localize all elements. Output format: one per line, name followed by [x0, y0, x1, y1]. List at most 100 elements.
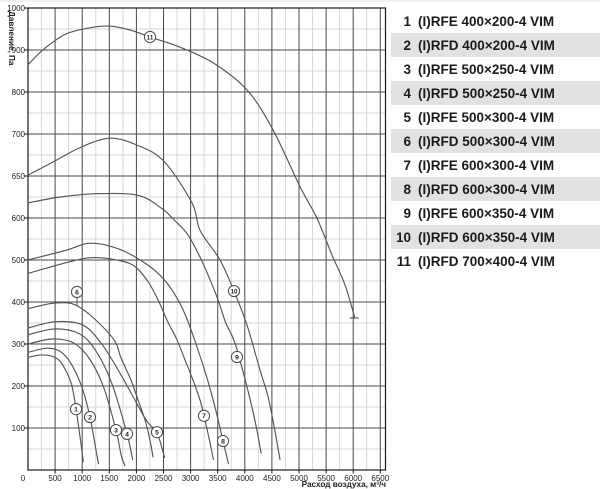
fan-curve-9	[27, 192, 262, 454]
y-tick-label: 100	[12, 424, 26, 433]
x-axis-tick-labels: 0 500 1000 1500 2000 2500 3000 3500 4000 4500 5000…	[21, 474, 390, 483]
curve-marker-number: 11	[147, 34, 154, 41]
fan-curve-11	[27, 25, 356, 319]
legend-row-number: 6	[403, 133, 411, 149]
curve-marker-number: 8	[221, 438, 225, 445]
fan-curve-8	[27, 242, 230, 465]
x-tick-label: 2000	[128, 474, 146, 483]
legend-row-label: (I)RFE 500×300-4 VIM	[418, 109, 555, 125]
fan-curve-2	[27, 347, 100, 465]
legend-row-5: 5 (I)RFE 500×300-4 VIM	[391, 105, 600, 129]
legend-row-number: 5	[403, 109, 411, 125]
curve-marker-circle-8	[216, 434, 230, 448]
x-tick-label: 4500	[263, 474, 281, 483]
curve-marker-number: 5	[155, 430, 159, 437]
legend-row-label: (I)RFD 500×300-4 VIM	[418, 133, 555, 149]
legend-row-number: 1	[403, 13, 411, 29]
legend-row-10: 10 (I)RFD 600×350-4 VIM	[391, 225, 600, 249]
y-tick-label: 800	[12, 88, 26, 97]
legend-row-9: 9 (I)RFE 600×350-4 VIM	[391, 201, 600, 225]
curve-marker-number: 6	[75, 289, 79, 296]
y-tick-label: 700	[12, 130, 26, 139]
y-tick-label: 650	[12, 172, 26, 181]
curve-marker-circle-6	[70, 285, 84, 299]
fan-curve-3	[27, 338, 126, 467]
legend-row-label: (I)RFD 500×250-4 VIM	[418, 85, 555, 101]
y-tick-label: 200	[12, 382, 26, 391]
x-tick-label: 6500	[371, 474, 389, 483]
fan-curve-10	[27, 137, 281, 461]
curve-marker-circle-4	[120, 427, 134, 440]
curve-marker-number: 1	[74, 407, 78, 414]
curve-marker-circle-5	[150, 426, 164, 439]
curve-marker-circle-10	[227, 284, 241, 298]
fan-curve-6	[27, 302, 154, 458]
legend-row-label: (I)RFE 600×350-4 VIM	[418, 205, 555, 221]
curve-marker-circle-1	[69, 403, 83, 416]
legend-row-6: 6 (I)RFD 500×300-4 VIM	[391, 129, 600, 153]
legend-row-label: (I)RFE 500×250-4 VIM	[418, 61, 555, 77]
fan-curve-5	[27, 320, 166, 458]
x-axis-title: Расход воздуха, м³/ч	[302, 480, 387, 489]
curve-marker-number: 10	[231, 288, 238, 295]
curve-marker-circle-2	[83, 410, 97, 424]
legend-row-number: 2	[403, 37, 411, 53]
grid-minor-lines	[28, 8, 386, 470]
y-tick-label: 900	[12, 46, 26, 55]
legend-row-number: 3	[403, 61, 411, 77]
curve-marker-number: 2	[88, 414, 92, 421]
x-tick-label: 3000	[182, 474, 200, 483]
legend-row-number: 10	[395, 229, 411, 245]
x-tick-label: 0	[21, 474, 26, 483]
legend-row-number: 8	[403, 181, 411, 197]
curve-number-markers: 1 2 34 5 6 7 8 9 10 11	[69, 30, 244, 448]
plot-frame	[27, 7, 387, 471]
curve-marker-number: 3	[114, 428, 118, 435]
legend-row-label: (I)RFD 400×200-4 VIM	[418, 37, 555, 53]
x-tick-label: 1500	[100, 474, 118, 483]
legend-row-7: 7 (I)RFE 600×300-4 VIM	[391, 153, 600, 177]
x-tick-label: 4000	[236, 474, 254, 483]
curve-marker-number: 7	[202, 413, 206, 420]
legend-row-11: 11 (I)RFD 700×400-4 VIM	[391, 249, 600, 273]
curve-marker-number: 4	[125, 431, 129, 438]
legend-row-3: 3 (I)RFE 500×250-4 VIM	[391, 57, 600, 81]
legend-row-label: (I)RFE 600×300-4 VIM	[418, 157, 555, 173]
y-tick-label: 500	[12, 256, 26, 265]
legend-row-label: (I)RFD 700×400-4 VIM	[418, 253, 555, 269]
legend-row-number: 7	[403, 157, 411, 173]
y-tick-label: 1000	[7, 4, 25, 13]
curve-marker-circle-9	[230, 350, 244, 364]
legend-row-number: 9	[403, 205, 411, 221]
legend-table: 1 (I)RFE 400×200-4 VIM 2 (I)RFD 400×200-4 V…	[391, 9, 600, 273]
legend-row-label: (I)RFD 600×300-4 VIM	[418, 181, 555, 197]
x-tick-label: 6000	[344, 474, 362, 483]
y-tick-label: 400	[12, 298, 26, 307]
x-tick-label: 500	[48, 474, 62, 483]
y-tick-label: 300	[12, 340, 26, 349]
legend-row-number: 11	[396, 253, 411, 269]
axis-ticks	[24, 7, 381, 474]
legend-row-4: 4 (I)RFD 500×250-4 VIM	[391, 81, 600, 105]
x-tick-label: 2500	[155, 474, 173, 483]
curve-marker-circle-7	[197, 409, 211, 422]
curve-marker-circle-3	[109, 424, 123, 437]
curve-marker-number: 9	[235, 354, 239, 361]
legend-row-2: 2 (I)RFD 400×200-4 VIM	[391, 33, 600, 57]
top-edge-strip	[0, 0, 600, 2]
legend-row-1: 1 (I)RFE 400×200-4 VIM	[391, 9, 600, 33]
legend-row-label: (I)RFD 600×350-4 VIM	[418, 229, 555, 245]
fan-curve-1	[27, 354, 84, 463]
y-axis-title: Давление, Па	[7, 11, 16, 66]
y-axis-tick-labels: 100 200 300 400 500 600 650 700 800 900 1000	[7, 4, 25, 433]
x-tick-label: 5500	[317, 474, 335, 483]
legend-row-number: 4	[403, 85, 411, 101]
y-tick-label: 600	[12, 214, 26, 223]
pressure-flow-chart: 1 2 34 5 6 7 8 9 10 11 0 500 1000 1500 2000 2500 3000 35…	[7, 4, 390, 489]
curve-marker-circle-11	[143, 30, 157, 44]
legend-row-8: 8 (I)RFD 600×300-4 VIM	[391, 177, 600, 201]
x-tick-label: 5000	[290, 474, 308, 483]
x-tick-label: 1000	[73, 474, 91, 483]
x-tick-label: 3500	[209, 474, 227, 483]
